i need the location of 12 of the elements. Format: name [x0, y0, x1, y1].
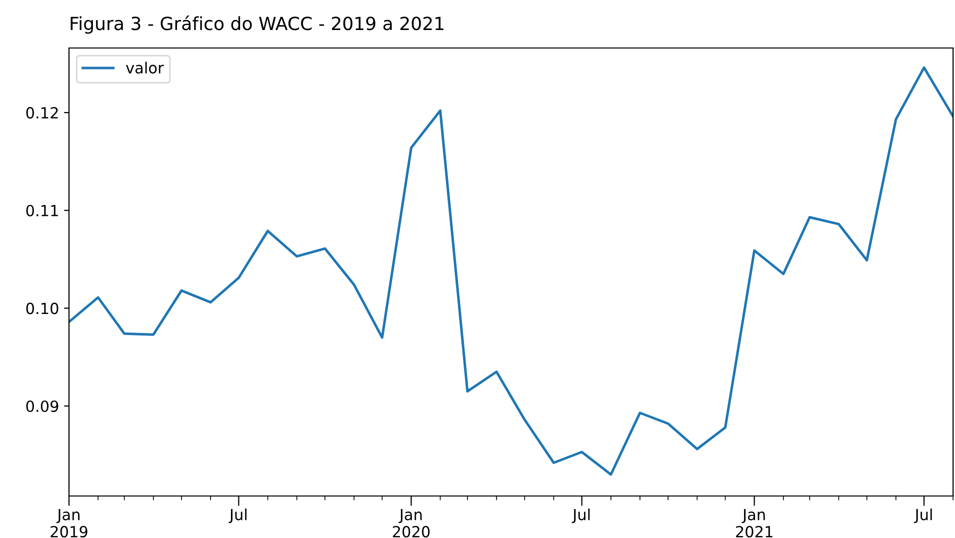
- x-tick-label: Jan 2020: [392, 508, 430, 538]
- x-tick-label: Jul: [914, 508, 932, 524]
- x-tick-label: Jan 2021: [736, 508, 772, 538]
- x-tick-label: Jul: [228, 508, 246, 524]
- y-tick-label: 0.10: [26, 302, 58, 314]
- x-tick-label: Jan 2019: [50, 508, 88, 538]
- legend-label: valor: [126, 62, 164, 74]
- y-tick-label: 0.09: [26, 400, 58, 412]
- y-tick-label: 0.11: [26, 204, 58, 216]
- y-tick-label: 0.12: [26, 107, 58, 119]
- x-tick-label: Jul: [572, 508, 590, 524]
- chart-title: Figura 3 - Gráfico do WACC - 2019 a 2021: [70, 16, 444, 34]
